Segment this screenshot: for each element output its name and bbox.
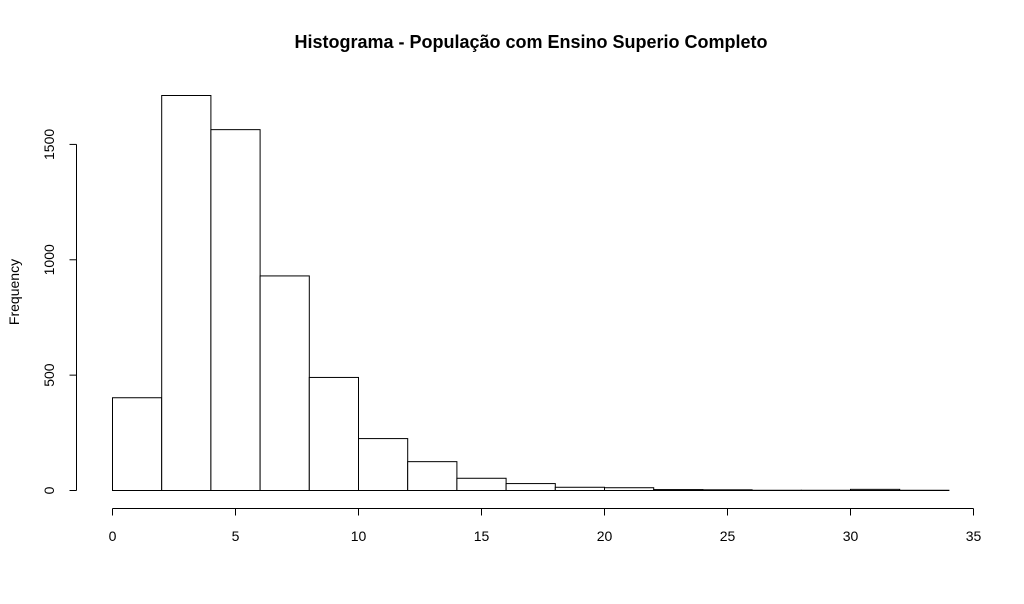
histogram-bar-9 [554,486,605,492]
bars-group [112,95,950,492]
histogram-bar-15 [850,488,901,491]
histogram-bar-1 [161,95,212,491]
histogram-bar-10 [604,487,655,492]
histogram-bar-7 [456,477,507,491]
y-tick-label-3: 1500 [41,129,57,160]
y-tick-label-1: 500 [41,363,57,387]
x-tick-label-3: 15 [474,528,490,544]
histogram-bar-2 [210,129,261,492]
histogram-bar-8 [505,483,556,492]
x-tick-label-7: 35 [966,528,982,544]
x-tick-label-2: 10 [351,528,367,544]
histogram-bar-0 [112,397,163,492]
x-tick-label-1: 5 [232,528,240,544]
histogram-bar-12 [702,489,753,492]
histogram-bar-11 [653,489,704,492]
x-axis: 0 5 10 15 20 25 30 35 [109,508,982,544]
histogram-bar-5 [358,438,409,492]
histogram-bar-6 [407,461,458,491]
histogram-bar-3 [259,275,310,491]
y-axis: 0 500 1000 1500 [41,129,77,494]
x-tick-label-5: 25 [720,528,736,544]
x-tick-label-0: 0 [109,528,117,544]
x-tick-label-6: 30 [843,528,859,544]
x-tick-label-4: 20 [597,528,613,544]
y-tick-label-2: 1000 [41,244,57,275]
y-axis-label: Frequency [6,259,22,325]
histogram-bar-4 [308,376,359,492]
y-tick-label-0: 0 [41,486,57,494]
chart-title: Histograma - População com Ensino Superi… [294,32,767,52]
